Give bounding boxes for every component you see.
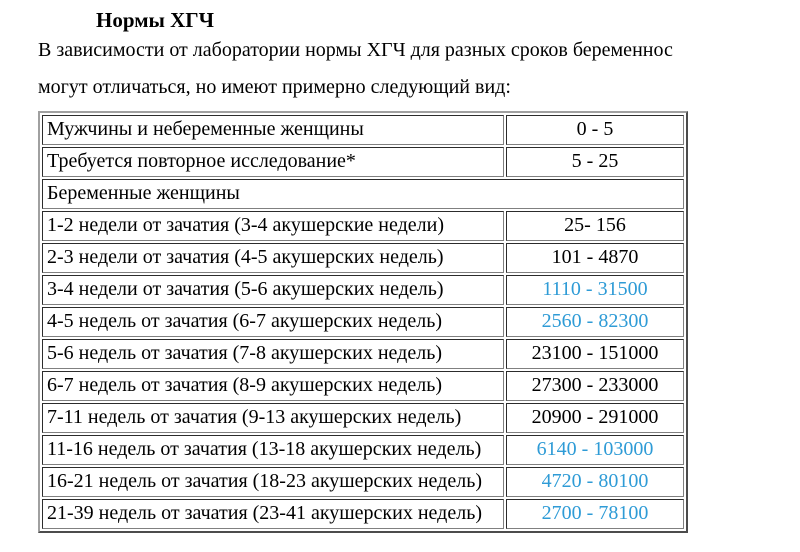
value-cell: 2700 - 78100 xyxy=(506,499,684,529)
table-row: 11-16 недель от зачатия (13-18 акушерски… xyxy=(42,435,684,465)
intro-line-1: В зависимости от лаборатории нормы ХГЧ д… xyxy=(38,37,800,64)
desc-cell: 6-7 недель от зачатия (8-9 акушерских не… xyxy=(42,371,504,401)
value-cell: 4720 - 80100 xyxy=(506,467,684,497)
section-cell: Беременные женщины xyxy=(42,179,684,209)
table-row: 3-4 недели от зачатия (5-6 акушерских не… xyxy=(42,275,684,305)
page-title: Нормы ХГЧ xyxy=(96,8,800,33)
table-row: Мужчины и небеременные женщины0 - 5 xyxy=(42,115,684,145)
table-row: Беременные женщины xyxy=(42,179,684,209)
desc-cell: 4-5 недель от зачатия (6-7 акушерских не… xyxy=(42,307,504,337)
value-cell: 23100 - 151000 xyxy=(506,339,684,369)
value-cell: 5 - 25 xyxy=(506,147,684,177)
table-row: 5-6 недель от зачатия (7-8 акушерских не… xyxy=(42,339,684,369)
desc-cell: Мужчины и небеременные женщины xyxy=(42,115,504,145)
value-cell: 20900 - 291000 xyxy=(506,403,684,433)
value-cell: 25- 156 xyxy=(506,211,684,241)
table-row: 21-39 недель от зачатия (23-41 акушерски… xyxy=(42,499,684,529)
desc-cell: 2-3 недели от зачатия (4-5 акушерских не… xyxy=(42,243,504,273)
page: Нормы ХГЧ В зависимости от лаборатории н… xyxy=(0,0,800,533)
hcg-table-body: Мужчины и небеременные женщины0 - 5Требу… xyxy=(42,115,684,529)
value-cell: 101 - 4870 xyxy=(506,243,684,273)
desc-cell: 7-11 недель от зачатия (9-13 акушерских … xyxy=(42,403,504,433)
table-row: 6-7 недель от зачатия (8-9 акушерских не… xyxy=(42,371,684,401)
desc-cell: 21-39 недель от зачатия (23-41 акушерски… xyxy=(42,499,504,529)
value-cell: 0 - 5 xyxy=(506,115,684,145)
desc-cell: 3-4 недели от зачатия (5-6 акушерских не… xyxy=(42,275,504,305)
desc-cell: 16-21 недель от зачатия (18-23 акушерски… xyxy=(42,467,504,497)
value-cell: 6140 - 103000 xyxy=(506,435,684,465)
desc-cell: 11-16 недель от зачатия (13-18 акушерски… xyxy=(42,435,504,465)
desc-cell: Требуется повторное исследование* xyxy=(42,147,504,177)
table-row: 7-11 недель от зачатия (9-13 акушерских … xyxy=(42,403,684,433)
table-row: 1-2 недели от зачатия (3-4 акушерские не… xyxy=(42,211,684,241)
table-row: 2-3 недели от зачатия (4-5 акушерских не… xyxy=(42,243,684,273)
value-cell: 1110 - 31500 xyxy=(506,275,684,305)
intro-line-2: могут отличаться, но имеют примерно след… xyxy=(38,74,800,101)
value-cell: 27300 - 233000 xyxy=(506,371,684,401)
value-cell: 2560 - 82300 xyxy=(506,307,684,337)
desc-cell: 5-6 недель от зачатия (7-8 акушерских не… xyxy=(42,339,504,369)
hcg-table: Мужчины и небеременные женщины0 - 5Требу… xyxy=(38,111,688,533)
table-row: 16-21 недель от зачатия (18-23 акушерски… xyxy=(42,467,684,497)
table-row: Требуется повторное исследование*5 - 25 xyxy=(42,147,684,177)
table-row: 4-5 недель от зачатия (6-7 акушерских не… xyxy=(42,307,684,337)
desc-cell: 1-2 недели от зачатия (3-4 акушерские не… xyxy=(42,211,504,241)
